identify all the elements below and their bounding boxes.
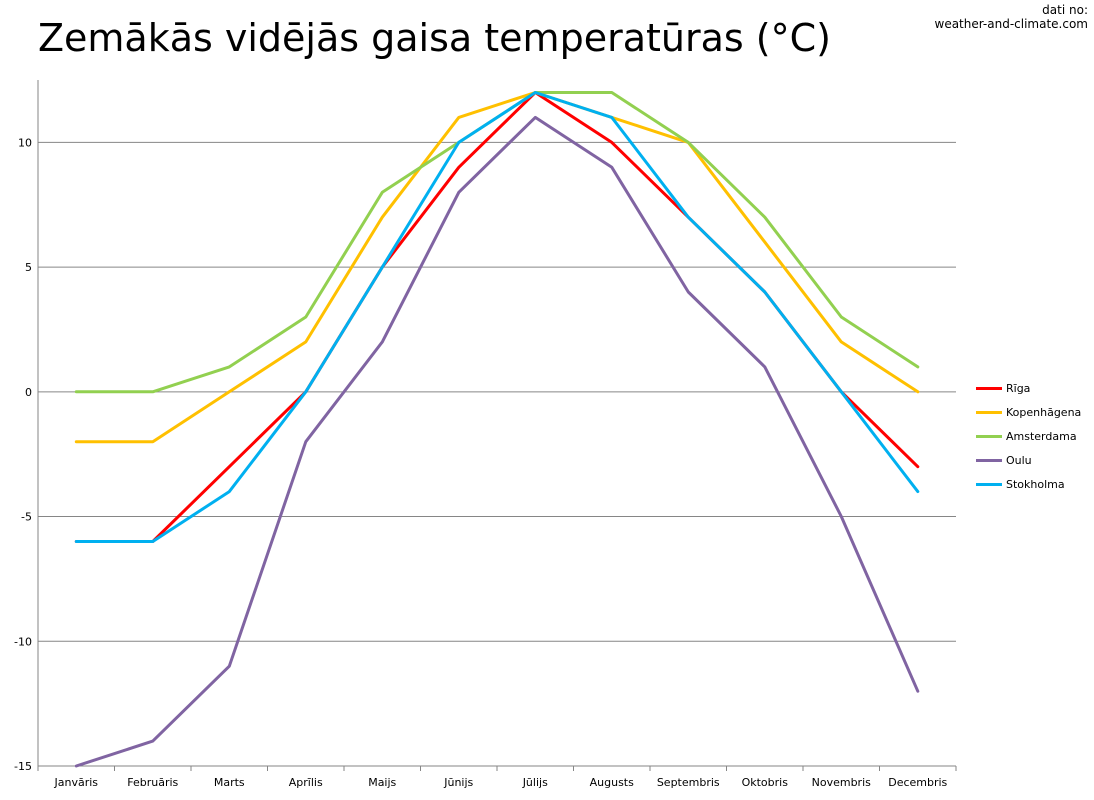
x-tick-label: Jūlijs	[522, 776, 548, 789]
x-tick-label: Decembris	[888, 776, 947, 789]
chart-title: Zemākās vidējās gaisa temperatūras (°C)	[38, 16, 831, 60]
x-tick-label: Jūnijs	[443, 776, 473, 789]
y-tick-label: 0	[25, 386, 32, 399]
series-line	[74, 91, 920, 543]
x-tick-label: Marts	[214, 776, 245, 789]
x-tick-label: Maijs	[368, 776, 396, 789]
legend-label: Kopenhāgena	[1006, 405, 1082, 419]
y-tick-label: -5	[21, 511, 32, 524]
legend-label: Stokholma	[1006, 477, 1065, 491]
x-tick-label: Aprīlis	[289, 776, 323, 789]
legend-label: Oulu	[1006, 453, 1032, 467]
legend-item: Amsterdama	[976, 424, 1081, 448]
legend-item: Stokholma	[976, 472, 1081, 496]
series-line	[74, 91, 920, 444]
legend-item: Oulu	[976, 448, 1081, 472]
legend-label: Rīga	[1006, 381, 1031, 395]
y-tick-label: -10	[14, 635, 32, 648]
legend-swatch	[976, 386, 1002, 390]
legend-swatch	[976, 410, 1002, 414]
series-line	[74, 115, 920, 768]
legend-swatch	[976, 458, 1002, 462]
y-tick-label: 5	[25, 261, 32, 274]
x-tick-label: Janvāris	[53, 776, 98, 789]
x-tick-label: Februāris	[127, 776, 178, 789]
legend-item: Kopenhāgena	[976, 400, 1081, 424]
source-label: dati no:	[1042, 3, 1088, 17]
x-tick-label: Novembris	[812, 776, 872, 789]
series-line	[74, 91, 920, 394]
source-site: weather-and-climate.com	[934, 17, 1089, 31]
source-note: dati no: weather-and-climate.com	[935, 3, 1089, 31]
y-tick-label: 10	[18, 136, 32, 149]
legend: Rīga Kopenhāgena Amsterdama Oulu Stokholma	[976, 376, 1081, 496]
legend-swatch	[976, 482, 1002, 486]
legend-item: Rīga	[976, 376, 1081, 400]
y-tick-label: -15	[14, 760, 32, 773]
x-tick-label: Augusts	[590, 776, 634, 789]
legend-label: Amsterdama	[1006, 429, 1077, 443]
x-tick-label: Septembris	[657, 776, 720, 789]
x-tick-label: Oktobris	[742, 776, 789, 789]
legend-swatch	[976, 434, 1002, 438]
series-line	[74, 91, 920, 543]
